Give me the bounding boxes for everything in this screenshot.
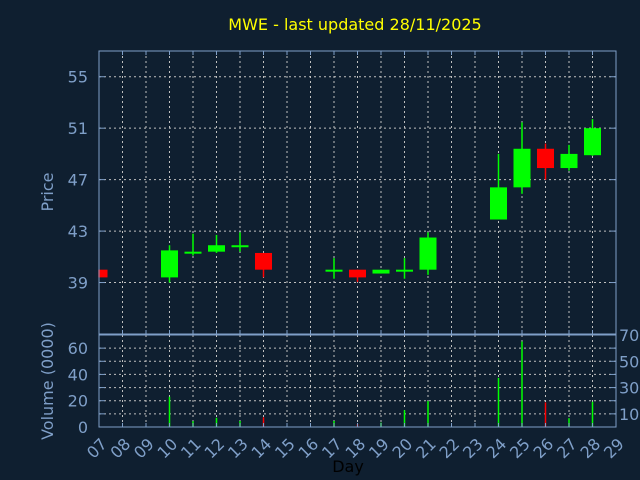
candle-body [161,250,178,278]
candle-body [349,269,366,278]
candle-body [419,237,437,270]
price-tick-label: 55 [68,68,88,87]
candle-body [396,269,413,272]
volume-axis-label: Volume (0000) [38,322,57,440]
volume-tick-label: 50 [619,352,639,371]
volume-tick-label: 30 [619,379,639,398]
candle-body [184,251,202,254]
volume-tick-label: 10 [619,405,639,424]
candle-body [208,245,225,252]
volume-plot-frame [98,334,617,428]
volume-tick-label: 20 [68,392,88,411]
price-tick-label: 51 [68,119,88,138]
volume-tick-label: 70 [619,326,639,345]
candle-body [99,269,108,278]
candle-body [325,269,343,272]
price-tick-label: 39 [68,274,88,293]
candle-body [255,252,272,270]
x-axis-label: Day [332,457,364,476]
volume-tick-label: 40 [68,365,88,384]
chart-title: MWE - last updated 28/11/2025 [228,15,481,34]
candle-body [513,148,531,188]
x-tick-label: 29 [600,434,628,462]
price-tick-label: 47 [68,171,88,190]
volume-tick-label: 60 [68,339,88,358]
candle-body [372,269,390,274]
candle-body [584,128,601,156]
candle-body [560,153,578,169]
price-plot-frame [98,50,617,335]
volume-tick-label: 0 [78,418,88,437]
candle-body [490,187,507,220]
price-tick-label: 43 [68,222,88,241]
price-axis-label: Price [38,172,57,211]
candle-body [537,148,554,169]
candle-body [231,245,249,248]
